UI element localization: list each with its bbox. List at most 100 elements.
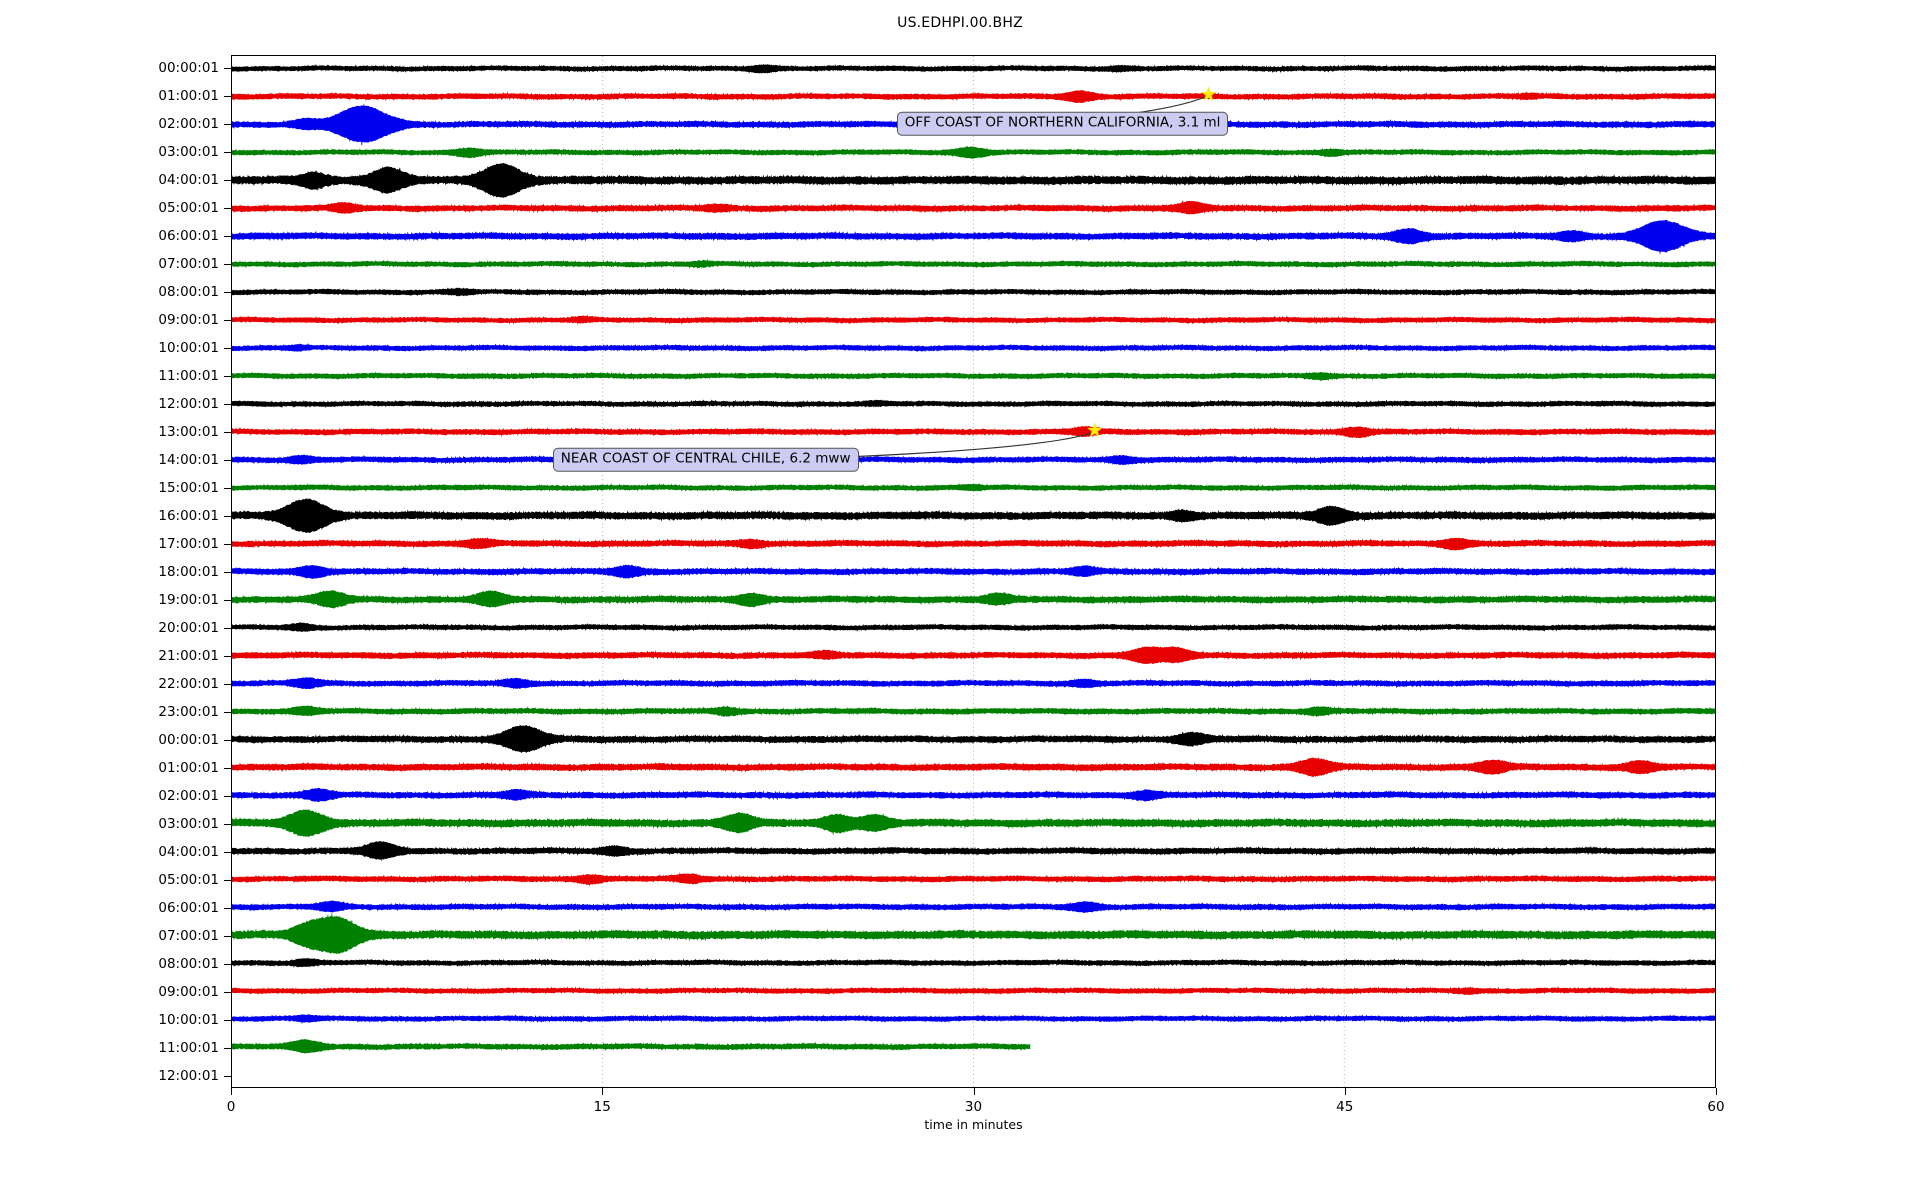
y-tick-mark <box>224 459 231 461</box>
x-tick-label: 45 <box>1336 1099 1354 1115</box>
seismic-trace-detail <box>232 787 1715 802</box>
y-tick-label: 13:00:01 <box>158 423 219 440</box>
y-tick-label: 20:00:01 <box>158 619 219 636</box>
y-tick-label: 04:00:01 <box>158 171 219 188</box>
seismic-trace-detail <box>232 872 1715 886</box>
x-tick-label: 15 <box>593 1099 611 1115</box>
y-tick-mark <box>224 319 231 321</box>
seismic-trace-detail <box>232 646 1715 665</box>
y-tick-label: 08:00:01 <box>158 283 219 300</box>
y-tick-label: 01:00:01 <box>158 87 219 104</box>
y-tick-label: 11:00:01 <box>158 1039 219 1056</box>
y-tick-mark <box>224 1047 231 1049</box>
seismic-trace <box>232 725 1715 753</box>
y-tick-label: 10:00:01 <box>158 1011 219 1028</box>
y-tick-label: 07:00:01 <box>158 927 219 944</box>
y-tick-label: 03:00:01 <box>158 143 219 160</box>
seismic-trace-detail <box>232 677 1715 690</box>
event-annotation-box[interactable]: OFF COAST OF NORTHERN CALIFORNIA, 3.1 ml <box>896 111 1229 136</box>
y-tick-mark <box>224 851 231 853</box>
seismic-trace-detail <box>232 842 1715 861</box>
y-tick-mark <box>224 123 231 125</box>
plot-axes <box>231 55 1716 1088</box>
y-tick-mark <box>224 431 231 433</box>
y-tick-mark <box>224 963 231 965</box>
y-tick-label: 10:00:01 <box>158 339 219 356</box>
y-tick-label: 03:00:01 <box>158 815 219 832</box>
y-tick-label: 02:00:01 <box>158 787 219 804</box>
y-tick-mark <box>224 403 231 405</box>
seismic-trace-detail <box>232 454 1715 466</box>
y-tick-label: 06:00:01 <box>158 899 219 916</box>
x-tick-mark <box>1344 1088 1346 1095</box>
y-tick-label: 12:00:01 <box>158 1067 219 1084</box>
seismic-trace-detail <box>232 537 1715 551</box>
x-axis-labels: 0 15 30 45 60 <box>227 1088 1725 1128</box>
seismic-trace-detail <box>232 501 1715 532</box>
y-tick-mark <box>224 543 231 545</box>
seismic-trace-detail <box>232 221 1715 254</box>
y-tick-mark <box>224 375 231 377</box>
seismic-trace-detail <box>232 287 1715 297</box>
y-tick-mark <box>224 767 231 769</box>
seismic-trace <box>232 787 1715 803</box>
y-tick-label: 07:00:01 <box>158 255 219 272</box>
y-tick-mark <box>224 571 231 573</box>
y-tick-mark <box>224 739 231 741</box>
y-axis-labels: 00:00:01 01:00:01 02:00:01 03:00:01 04:00:01… <box>0 55 231 1088</box>
y-tick-label: 23:00:01 <box>158 703 219 720</box>
y-tick-label: 18:00:01 <box>158 563 219 580</box>
y-tick-label: 19:00:01 <box>158 591 219 608</box>
event-star-marker[interactable]: ★ <box>1086 419 1104 441</box>
seismic-trace-detail <box>232 1013 1715 1025</box>
seismic-trace-detail <box>232 757 1715 777</box>
seismic-trace <box>232 840 1715 860</box>
seismic-trace-detail <box>232 371 1715 382</box>
seismic-trace-detail <box>232 621 1715 633</box>
y-tick-label: 15:00:01 <box>158 479 219 496</box>
y-tick-label: 04:00:01 <box>158 843 219 860</box>
x-tick-mark <box>231 1088 232 1095</box>
seismic-trace <box>232 705 1715 717</box>
x-axis-title: time in minutes <box>924 1117 1023 1132</box>
seismic-trace-detail <box>232 1039 1030 1053</box>
seismic-trace <box>232 646 1715 665</box>
y-tick-label: 06:00:01 <box>158 227 219 244</box>
y-tick-mark <box>224 991 231 993</box>
seismic-trace-detail <box>232 64 1715 74</box>
y-tick-mark <box>224 207 231 209</box>
y-tick-mark <box>224 95 231 97</box>
y-tick-mark <box>224 347 231 349</box>
seismic-trace <box>232 958 1715 968</box>
event-annotation-box[interactable]: NEAR COAST OF CENTRAL CHILE, 6.2 mww <box>552 447 859 472</box>
seismic-trace-detail <box>232 705 1715 717</box>
y-tick-mark <box>224 291 231 293</box>
y-tick-label: 22:00:01 <box>158 675 219 692</box>
y-tick-mark <box>224 627 231 629</box>
seismic-trace <box>232 200 1715 215</box>
page-title: US.EDHPI.00.BHZ <box>897 15 1023 31</box>
y-tick-mark <box>224 599 231 601</box>
y-tick-label: 00:00:01 <box>158 731 219 748</box>
x-tick-mark <box>973 1088 975 1095</box>
seismic-trace-detail <box>232 200 1715 214</box>
y-tick-label: 16:00:01 <box>158 507 219 524</box>
x-tick-label: 0 <box>226 1099 236 1115</box>
event-star-marker[interactable]: ★ <box>1200 83 1218 105</box>
y-tick-mark <box>224 655 231 657</box>
y-tick-mark <box>224 907 231 909</box>
y-tick-mark <box>224 823 231 825</box>
y-tick-label: 05:00:01 <box>158 871 219 888</box>
y-tick-mark <box>224 879 231 881</box>
y-tick-mark <box>224 683 231 685</box>
y-tick-label: 12:00:01 <box>158 395 219 412</box>
seismic-trace-detail <box>232 342 1715 353</box>
y-tick-label: 09:00:01 <box>158 983 219 1000</box>
seismic-trace-detail <box>232 957 1715 969</box>
seismic-trace <box>232 146 1715 159</box>
y-tick-label: 11:00:01 <box>158 367 219 384</box>
seismic-trace-detail <box>232 258 1715 270</box>
y-tick-mark <box>224 151 231 153</box>
y-tick-label: 21:00:01 <box>158 647 219 664</box>
